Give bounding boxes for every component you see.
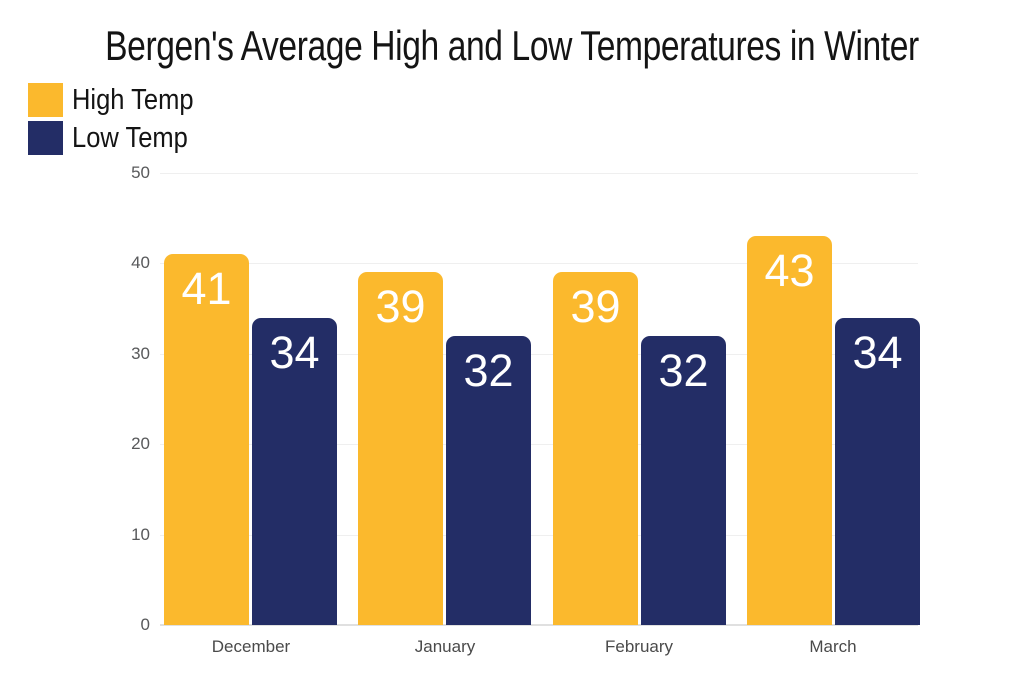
y-tick-label-0: 0 bbox=[140, 615, 150, 634]
y-tick-label-20: 20 bbox=[131, 434, 150, 454]
bar-low-temp-february: 32 bbox=[641, 336, 726, 625]
gridline-40 bbox=[160, 263, 918, 265]
legend-swatch-low-temp bbox=[28, 121, 63, 155]
bar-value-label: 32 bbox=[463, 345, 514, 396]
bar-value-label: 39 bbox=[375, 281, 426, 332]
y-tick-label-50: 50 bbox=[131, 163, 150, 182]
legend-label: High Temp bbox=[72, 83, 194, 116]
legend-label: Low Temp bbox=[72, 121, 188, 154]
bar-high-temp-january: 39 bbox=[358, 272, 443, 625]
y-tick-label-30: 30 bbox=[131, 343, 150, 363]
gridline-30 bbox=[160, 353, 918, 355]
bar-value-label: 41 bbox=[181, 263, 232, 314]
bar-high-temp-march: 43 bbox=[747, 236, 832, 625]
y-tick-label-10: 10 bbox=[131, 524, 150, 544]
bar-low-temp-december: 34 bbox=[252, 318, 337, 625]
bar-value-label: 34 bbox=[269, 327, 320, 378]
bar-value-label: 32 bbox=[658, 345, 709, 396]
legend-swatch-high-temp bbox=[28, 83, 63, 117]
bar-value-label: 34 bbox=[852, 327, 903, 378]
legend-item-low-temp: Low Temp bbox=[28, 121, 210, 155]
bar-high-temp-december: 41 bbox=[164, 254, 249, 625]
gridline-20 bbox=[160, 444, 918, 446]
gridline-0 bbox=[160, 624, 918, 626]
bar-value-label: 39 bbox=[570, 281, 621, 332]
legend: High Temp Low Temp bbox=[28, 83, 210, 159]
gridline-10 bbox=[160, 534, 918, 536]
bar-high-temp-february: 39 bbox=[553, 272, 638, 625]
chart-title: Bergen's Average High and Low Temperatur… bbox=[105, 22, 919, 69]
bar-low-temp-march: 34 bbox=[835, 318, 920, 625]
x-tick-label-december: December bbox=[211, 637, 291, 656]
x-tick-label-march: March bbox=[809, 637, 857, 656]
y-tick-label-40: 40 bbox=[131, 253, 150, 273]
x-tick-label-february: February bbox=[604, 637, 674, 656]
x-tick-label-january: January bbox=[414, 637, 476, 656]
bar-low-temp-january: 32 bbox=[446, 336, 531, 625]
gridline-50 bbox=[160, 173, 918, 174]
legend-item-high-temp: High Temp bbox=[28, 83, 210, 117]
bar-value-label: 43 bbox=[764, 245, 815, 296]
